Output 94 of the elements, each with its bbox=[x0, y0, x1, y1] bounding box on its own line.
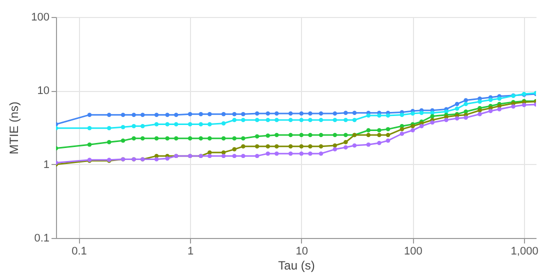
point bbox=[332, 143, 338, 148]
point bbox=[332, 118, 338, 122]
point bbox=[232, 154, 236, 158]
point bbox=[488, 108, 493, 114]
point bbox=[165, 122, 170, 126]
point bbox=[154, 136, 159, 141]
point bbox=[266, 118, 270, 122]
point bbox=[132, 136, 136, 141]
point bbox=[478, 112, 482, 116]
point bbox=[254, 144, 260, 149]
point bbox=[400, 127, 404, 132]
point bbox=[120, 125, 126, 130]
point bbox=[198, 112, 203, 116]
point bbox=[400, 112, 404, 117]
point bbox=[344, 110, 348, 115]
point bbox=[266, 134, 270, 138]
point bbox=[444, 118, 448, 122]
point bbox=[511, 104, 516, 109]
point bbox=[232, 136, 236, 141]
point bbox=[165, 136, 170, 141]
point bbox=[266, 151, 270, 156]
y-tick-label: 100 bbox=[31, 12, 50, 24]
point bbox=[188, 136, 192, 141]
point bbox=[254, 154, 260, 158]
point bbox=[154, 122, 159, 126]
point bbox=[288, 118, 293, 122]
point bbox=[198, 122, 203, 126]
point bbox=[478, 100, 482, 104]
x-tick-label: 10 bbox=[296, 246, 308, 258]
point bbox=[410, 128, 415, 132]
point bbox=[132, 124, 136, 128]
point bbox=[377, 132, 382, 138]
point bbox=[478, 108, 482, 112]
point bbox=[154, 157, 159, 162]
x-tick-label: 0.1 bbox=[72, 246, 87, 258]
point bbox=[221, 112, 226, 116]
point bbox=[366, 132, 371, 138]
point bbox=[120, 138, 126, 143]
point bbox=[377, 113, 382, 118]
point bbox=[232, 147, 236, 152]
point bbox=[522, 102, 526, 108]
point bbox=[288, 144, 293, 149]
point bbox=[132, 112, 136, 117]
point bbox=[299, 144, 304, 149]
point bbox=[344, 118, 348, 122]
point bbox=[232, 112, 236, 116]
point bbox=[266, 144, 270, 149]
point bbox=[288, 151, 293, 156]
point bbox=[188, 122, 192, 126]
point bbox=[288, 111, 293, 116]
point bbox=[299, 151, 304, 156]
point bbox=[232, 118, 236, 122]
point bbox=[366, 142, 371, 147]
point bbox=[165, 112, 170, 117]
y-tick-label: 0.1 bbox=[34, 232, 50, 244]
point bbox=[254, 111, 260, 116]
x-tick-label: 1 bbox=[188, 246, 194, 258]
point bbox=[299, 132, 304, 138]
point bbox=[221, 136, 226, 141]
point bbox=[254, 118, 260, 122]
point bbox=[188, 112, 192, 116]
point bbox=[332, 147, 338, 152]
point bbox=[154, 112, 159, 117]
x-tick-label: 100 bbox=[404, 246, 422, 258]
x-axis-title: Tau (s) bbox=[278, 258, 315, 272]
y-tick-label: 10 bbox=[37, 85, 50, 98]
point bbox=[344, 132, 348, 138]
point bbox=[454, 106, 460, 111]
point bbox=[344, 140, 348, 144]
y-axis-title: MTIE (ns) bbox=[7, 102, 22, 154]
point bbox=[454, 116, 460, 121]
point bbox=[332, 132, 338, 138]
point bbox=[332, 111, 338, 116]
point bbox=[221, 154, 226, 158]
point bbox=[410, 111, 415, 116]
point bbox=[254, 134, 260, 138]
x-tick-label: 1,000 bbox=[510, 246, 538, 258]
point bbox=[165, 156, 170, 161]
point bbox=[377, 140, 382, 146]
point bbox=[198, 136, 203, 141]
point bbox=[454, 102, 460, 106]
point bbox=[299, 118, 304, 122]
point bbox=[377, 128, 382, 132]
point bbox=[266, 111, 270, 116]
point bbox=[400, 132, 404, 136]
point bbox=[366, 128, 371, 132]
point bbox=[299, 111, 304, 116]
point bbox=[366, 113, 371, 118]
point bbox=[120, 112, 126, 117]
point bbox=[488, 98, 493, 102]
point bbox=[221, 121, 226, 126]
y-tick-label: 1 bbox=[43, 158, 50, 171]
point bbox=[288, 132, 293, 138]
point bbox=[344, 145, 348, 150]
